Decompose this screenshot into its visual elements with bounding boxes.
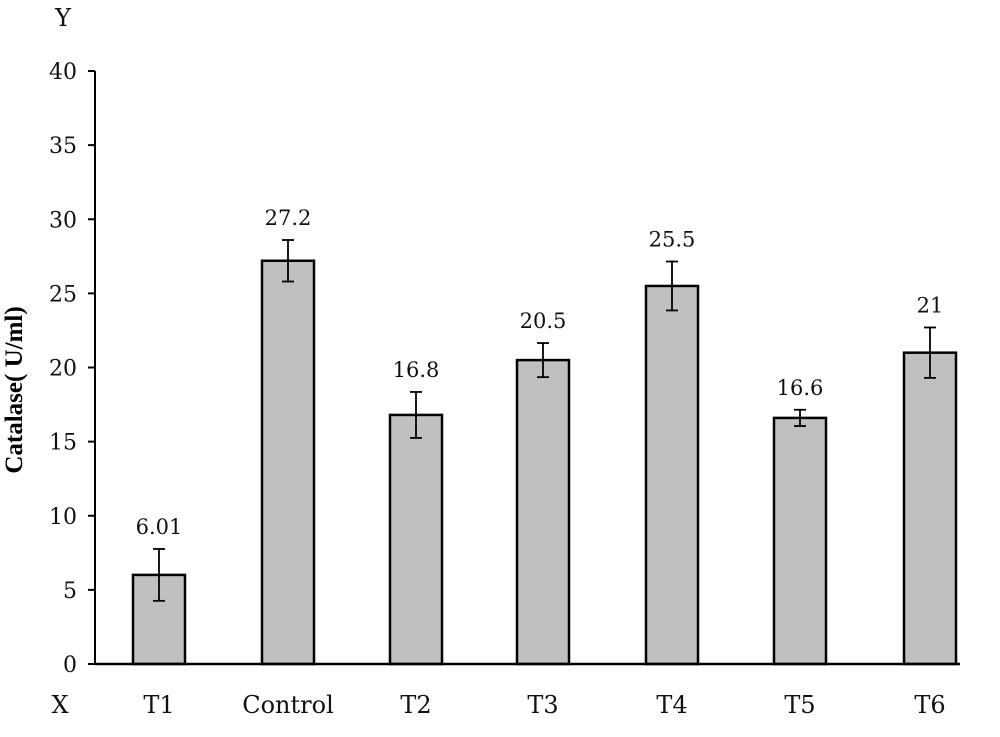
bar-T2 [388,413,444,666]
value-label-T3: 20.5 [520,309,567,333]
category-label-T1: T1 [143,691,174,719]
category-label-T3: T3 [527,691,558,719]
y-tick-label-5: 5 [63,579,77,604]
y-tick-label-40: 40 [49,60,77,85]
y-axis-letter: Y [54,4,72,32]
x-axis-letter: X [51,691,68,719]
value-label-T1: 6.01 [136,515,183,539]
y-tick-label-25: 25 [49,282,77,307]
y-tick-label-15: 15 [49,431,77,456]
category-label-Control: Control [242,691,334,719]
value-label-T2: 16.8 [393,358,440,382]
bar-T6 [902,351,958,666]
bar-Control [260,259,316,666]
category-label-T2: T2 [400,691,431,719]
bar-T3 [515,358,571,666]
y-tick-label-0: 0 [63,653,77,678]
category-label-T6: T6 [914,691,945,719]
y-axis-label: Catalase( U/ml) [1,306,28,473]
category-label-T4: T4 [656,691,687,719]
y-tick-label-20: 20 [49,357,77,382]
bar-T4 [644,284,700,666]
y-tick-label-30: 30 [49,208,77,233]
chart-marks: 0 5 10 15 20 25 30 35 40 6.01 T1 27.2 Control 16.8 T2 2… [49,60,960,719]
value-label-T5: 16.6 [777,376,824,400]
bar-T5 [772,416,828,666]
value-label-T6: 21 [917,293,944,317]
category-label-T5: T5 [784,691,815,719]
value-label-Control: 27.2 [265,206,312,230]
y-tick-label-35: 35 [49,134,77,159]
y-tick-label-10: 10 [49,505,77,530]
value-label-T4: 25.5 [649,228,696,252]
